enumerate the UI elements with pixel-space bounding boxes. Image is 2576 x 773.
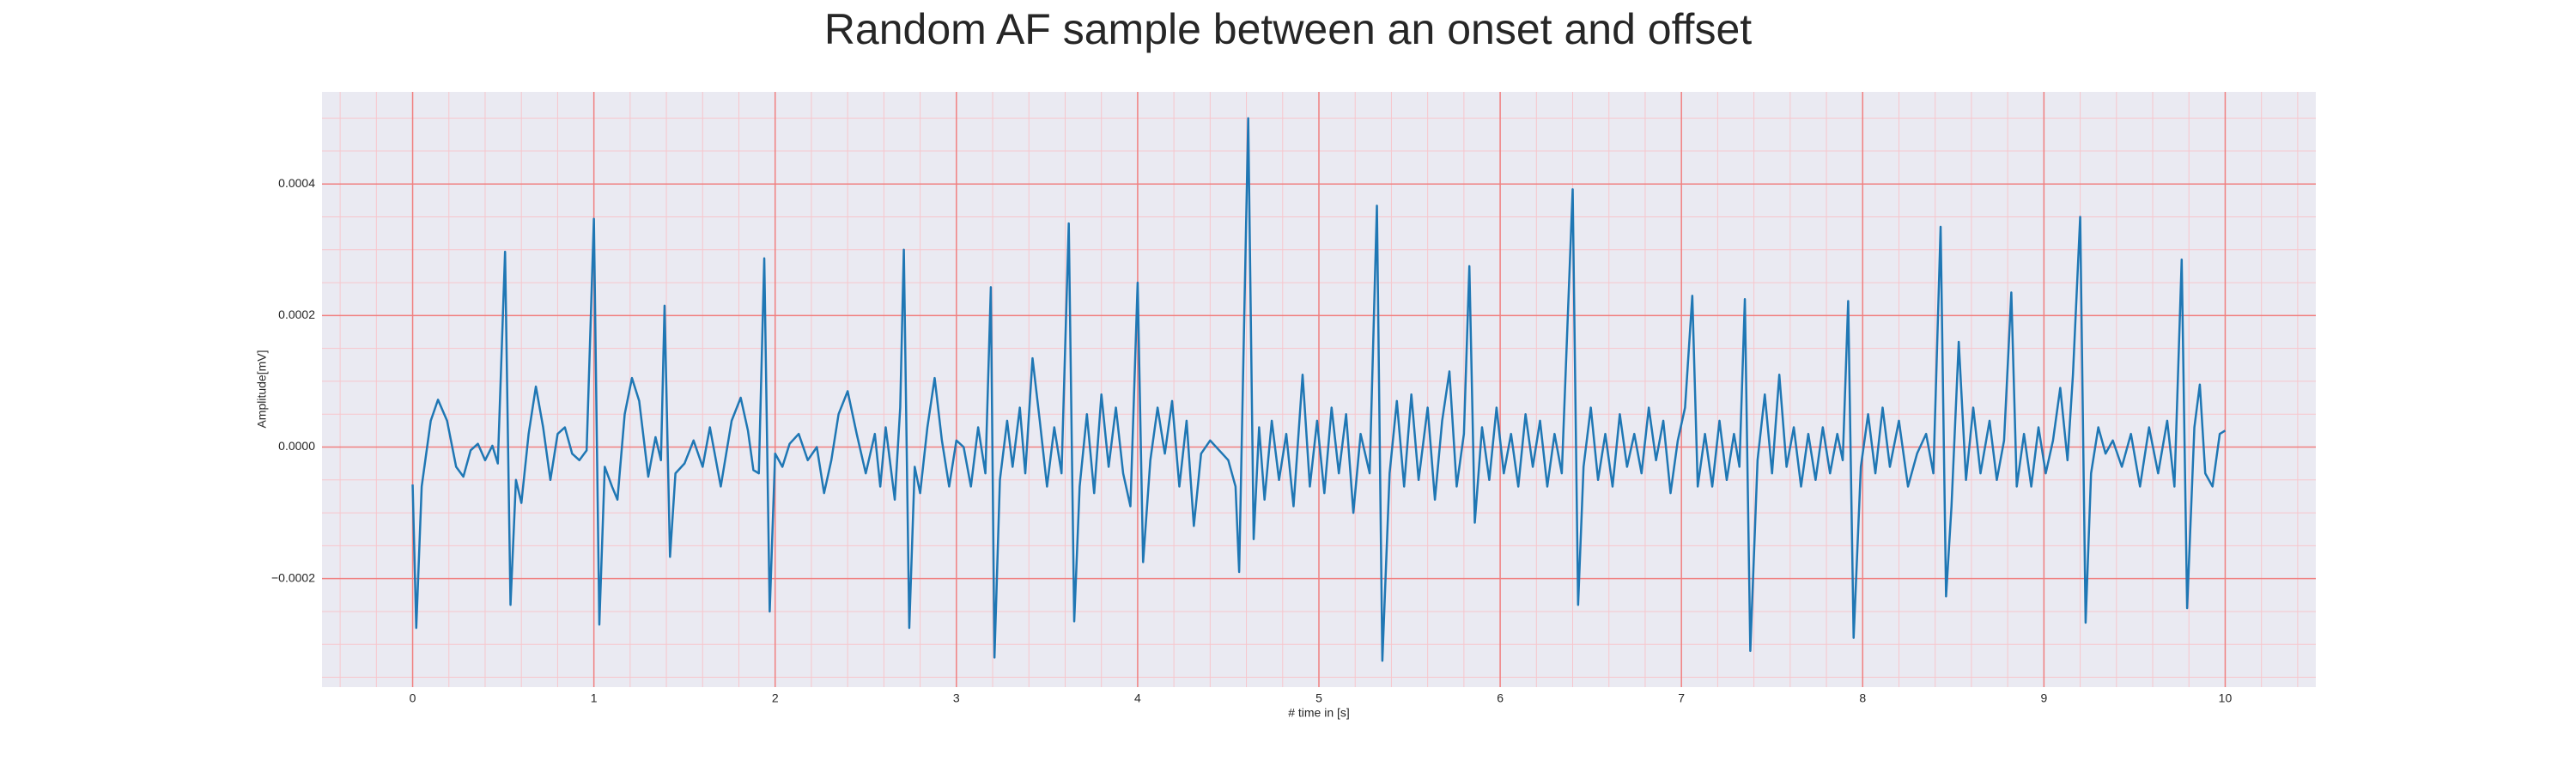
x-tick-label: 3 (953, 691, 960, 705)
x-axis-label: # time in [s] (1288, 706, 1350, 720)
y-tick-label: 0.0000 (278, 439, 315, 453)
chart-title: Random AF sample between an onset and of… (824, 5, 1752, 53)
x-tick-label: 5 (1315, 691, 1322, 705)
x-tick-label: 8 (1859, 691, 1866, 705)
x-tick-label: 4 (1134, 691, 1141, 705)
x-tick-label: 1 (591, 691, 598, 705)
x-tick-label: 6 (1497, 691, 1504, 705)
y-tick-label: −0.0002 (271, 570, 315, 584)
y-axis-label: Amplitude[mV] (255, 350, 269, 428)
y-tick-label: 0.0004 (278, 176, 315, 190)
x-tick-label: 0 (410, 691, 416, 705)
x-tick-label: 2 (772, 691, 779, 705)
x-tick-label: 9 (2040, 691, 2047, 705)
x-tick-label: 7 (1678, 691, 1685, 705)
signal-line (411, 117, 2227, 662)
y-tick-label: 0.0002 (278, 307, 315, 321)
x-tick-label: 10 (2219, 691, 2233, 705)
